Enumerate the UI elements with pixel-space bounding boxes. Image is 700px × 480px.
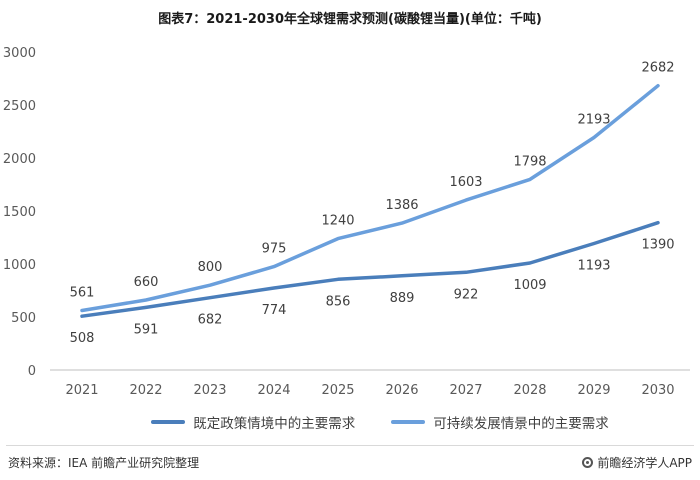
footer-divider — [6, 445, 694, 446]
data-label-series-2: 660 — [134, 275, 159, 290]
data-labels: 508 591 682 774 856 889 922 1009 1193 1390 561 660 8… — [70, 61, 675, 346]
y-tick-label: 1500 — [3, 205, 36, 220]
data-label-series-1: 889 — [390, 291, 415, 306]
legend-item-series-1: 既定政策情境中的主要需求 — [151, 412, 355, 432]
y-tick-label: 2000 — [3, 152, 36, 167]
data-label-series-2: 561 — [70, 286, 95, 301]
source-note: 资料来源：IEA 前瞻产业研究院整理 — [8, 456, 200, 470]
data-label-series-2: 1386 — [385, 198, 418, 213]
x-tick-label: 2025 — [321, 383, 354, 398]
y-axis-tick-labels: 0 500 1000 1500 2000 2500 3000 — [3, 46, 36, 379]
x-tick-label: 2028 — [513, 383, 546, 398]
legend-label-series-2: 可持续发展情景中的主要需求 — [433, 416, 609, 432]
data-label-series-2: 1240 — [321, 214, 354, 229]
legend-swatch-series-2 — [391, 420, 426, 424]
x-tick-label: 2026 — [385, 383, 418, 398]
x-tick-label: 2021 — [65, 383, 98, 398]
data-label-series-2: 2193 — [577, 113, 610, 128]
chart-title: 图表7：2021-2030年全球锂需求预测(碳酸锂当量)(单位：千吨) — [158, 12, 542, 27]
x-tick-label: 2030 — [641, 383, 674, 398]
x-tick-label: 2022 — [129, 383, 162, 398]
data-label-series-1: 1193 — [577, 259, 610, 274]
data-label-series-1: 1390 — [641, 238, 674, 253]
legend-label-series-1: 既定政策情境中的主要需求 — [193, 416, 356, 432]
data-label-series-1: 591 — [134, 322, 159, 337]
y-tick-label: 2500 — [3, 99, 36, 114]
y-tick-label: 500 — [11, 311, 36, 326]
data-label-series-1: 922 — [454, 287, 479, 302]
data-label-series-2: 800 — [198, 260, 223, 275]
data-label-series-1: 682 — [198, 313, 223, 328]
data-label-series-1: 856 — [326, 294, 351, 309]
data-label-series-2: 2682 — [641, 61, 674, 76]
series-lines — [80, 83, 660, 318]
y-tick-label: 1000 — [3, 258, 36, 273]
data-label-series-2: 1798 — [513, 154, 546, 169]
brand-name: 前瞻经济学人APP — [597, 456, 692, 470]
x-tick-label: 2027 — [449, 383, 482, 398]
chart-legend: 既定政策情境中的主要需求 可持续发展情景中的主要需求 — [100, 412, 660, 432]
brand-logo-icon — [582, 457, 594, 468]
x-tick-label: 2029 — [577, 383, 610, 398]
x-tick-label: 2023 — [193, 383, 226, 398]
y-tick-label: 0 — [28, 364, 36, 379]
data-label-series-1: 508 — [70, 331, 95, 346]
x-tick-label: 2024 — [257, 383, 290, 398]
data-label-series-2: 975 — [262, 242, 287, 257]
y-tick-label: 3000 — [3, 46, 36, 61]
legend-swatch-series-1 — [151, 420, 186, 424]
brand-credit: 前瞻经济学人APP — [582, 454, 692, 471]
series-line-2 — [80, 83, 660, 313]
x-axis-tick-labels: 2021 2022 2023 2024 2025 2026 2027 2028 2029 2030 — [65, 383, 674, 398]
data-label-series-1: 1009 — [513, 278, 546, 293]
legend-item-series-2: 可持续发展情景中的主要需求 — [391, 412, 609, 432]
data-label-series-2: 1603 — [449, 175, 482, 190]
data-label-series-1: 774 — [262, 303, 287, 318]
series-line-1 — [80, 220, 660, 318]
